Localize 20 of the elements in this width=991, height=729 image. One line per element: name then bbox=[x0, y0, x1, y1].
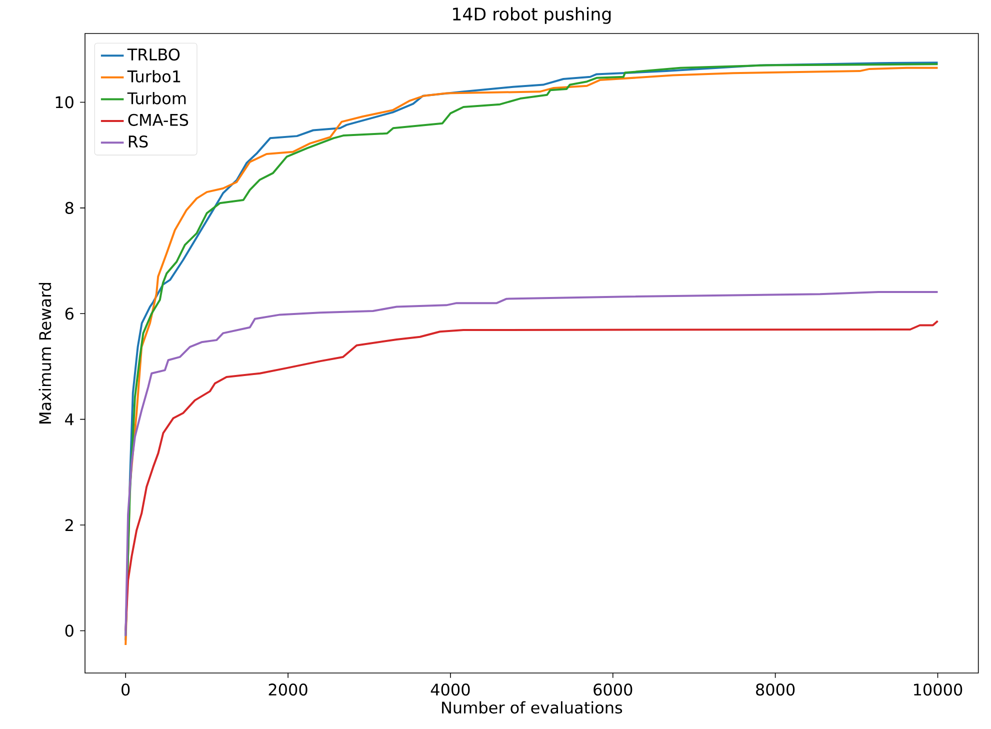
x-tick-label: 2000 bbox=[268, 684, 308, 696]
x-tick-label: 8000 bbox=[756, 684, 795, 696]
y-tick-label: 2 bbox=[65, 519, 73, 531]
y-tick-label: 0 bbox=[65, 624, 74, 637]
y-tick-label: 6 bbox=[65, 308, 74, 320]
legend-label: RS bbox=[128, 135, 148, 148]
x-tick-label: 10000 bbox=[914, 684, 962, 696]
x-axis-title: Number of evaluations bbox=[442, 701, 622, 714]
x-tick-label: 6000 bbox=[594, 684, 632, 696]
y-axis-title: Maximum Reward bbox=[38, 282, 52, 424]
y-tick-label: 4 bbox=[65, 413, 74, 426]
chart-title: 14D robot pushing bbox=[453, 7, 611, 24]
legend-label: Turbom bbox=[127, 92, 186, 104]
x-tick-label: 4000 bbox=[430, 684, 470, 696]
legend-label: CMA-ES bbox=[128, 114, 188, 126]
y-tick-label: 8 bbox=[65, 202, 74, 214]
x-tick-label: 0 bbox=[122, 684, 130, 696]
legend-label: TRLBO bbox=[127, 48, 180, 61]
y-tick-label: 10 bbox=[56, 96, 74, 108]
legend-label: Turbo1 bbox=[127, 70, 180, 82]
